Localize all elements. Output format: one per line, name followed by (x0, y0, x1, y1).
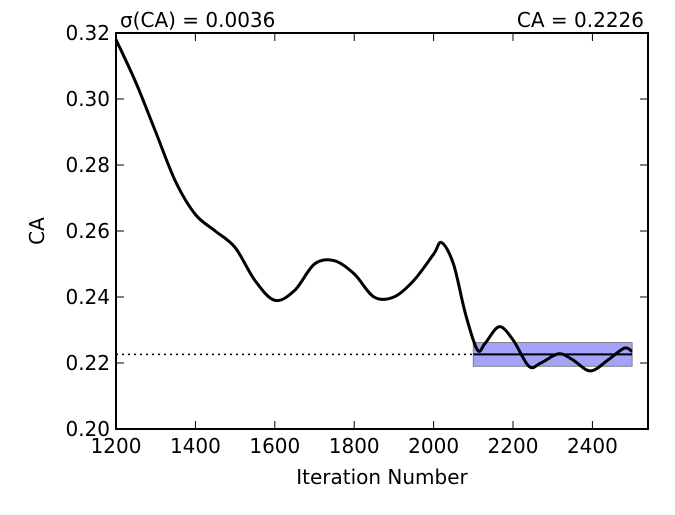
plot-frame (115, 32, 649, 430)
x-axis-label: Iteration Number (296, 465, 468, 489)
y-tick-label: 0.20 (65, 417, 110, 441)
y-tick-label: 0.28 (65, 153, 110, 177)
x-tick-label: 2200 (488, 434, 539, 458)
x-tick-label: 1600 (249, 434, 300, 458)
y-tick-label: 0.24 (65, 285, 110, 309)
x-tick-label: 1800 (329, 434, 380, 458)
y-tick-label: 0.22 (65, 351, 110, 375)
y-axis-label: CA (25, 217, 49, 245)
title-left: σ(CA) = 0.0036 (120, 8, 275, 32)
x-tick-label: 1200 (91, 434, 142, 458)
y-tick-label: 0.26 (65, 219, 110, 243)
x-tick-label: 2400 (567, 434, 618, 458)
x-tick-label: 2000 (408, 434, 459, 458)
x-tick-label: 1400 (170, 434, 221, 458)
title-right: CA = 0.2226 (517, 8, 644, 32)
y-tick-label: 0.30 (65, 87, 110, 111)
series-line-ca (114, 38, 633, 373)
y-tick-label: 0.32 (65, 21, 110, 45)
